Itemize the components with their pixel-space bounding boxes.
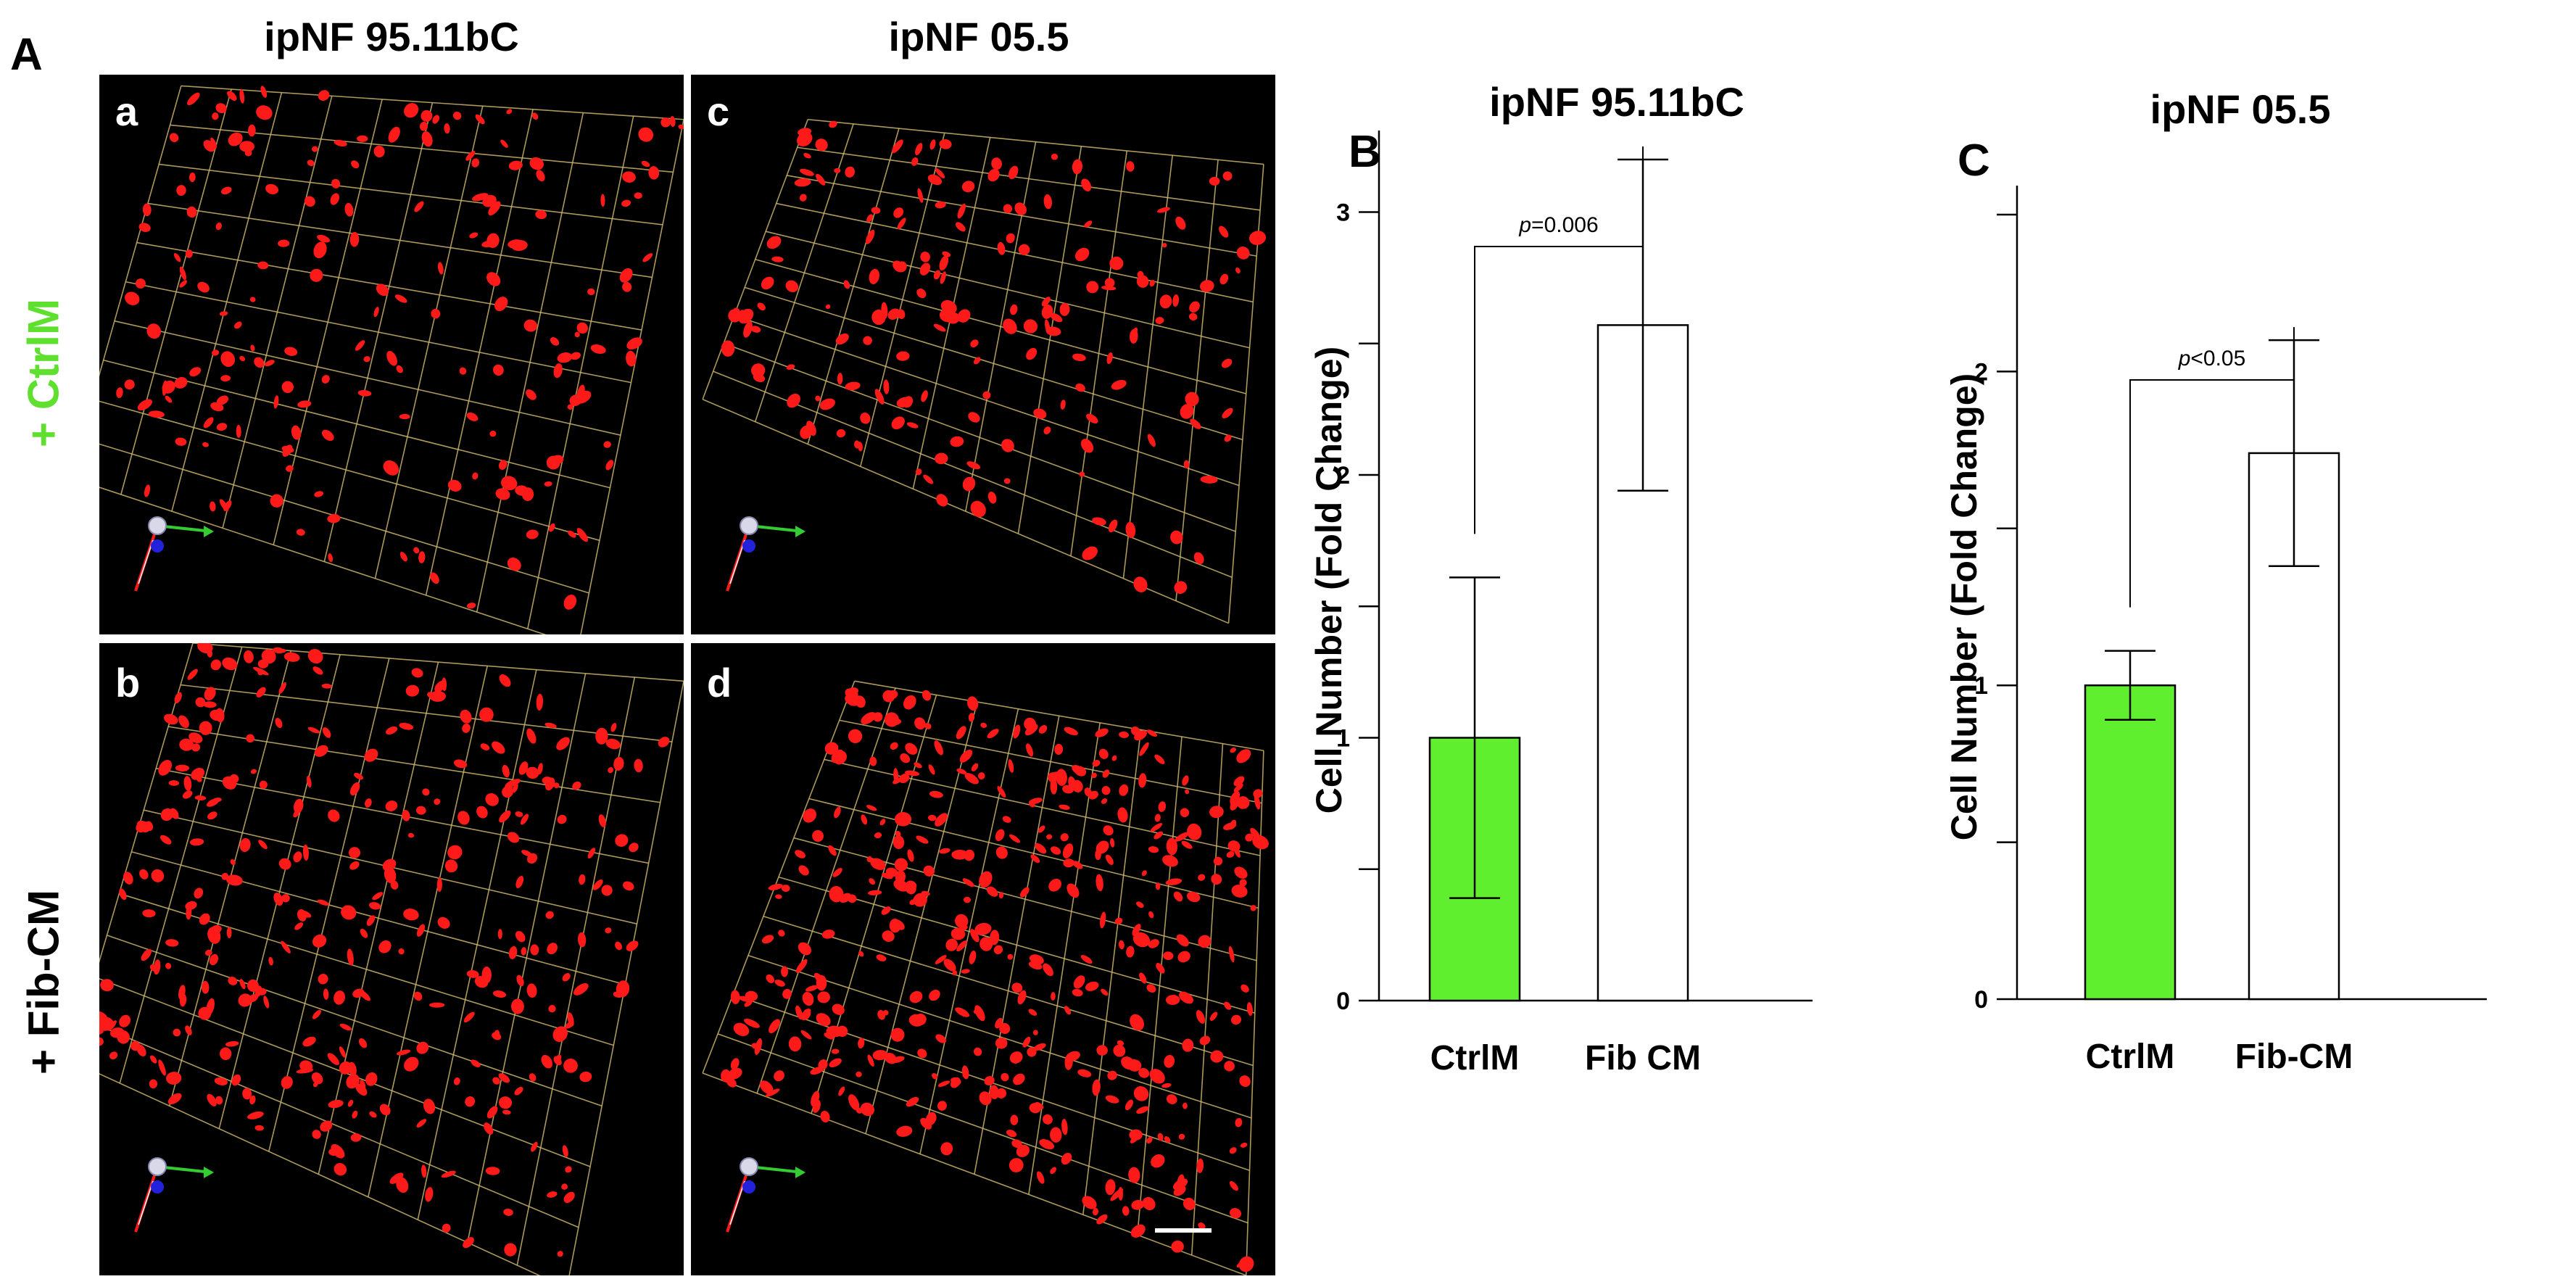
panel-letter-a: A: [10, 30, 43, 80]
chart-b-category-label-1: Fib CM: [1585, 1039, 1701, 1077]
row-label-fibcm: + Fib-CM: [19, 890, 68, 1075]
chart-c-category-label-0: CtrlM: [2086, 1038, 2175, 1076]
confocal-render-a: [99, 85, 684, 634]
chart-b-significance-label: p=0.006: [1518, 213, 1598, 237]
chart-b-tick-label: 0: [1336, 988, 1350, 1015]
sub-letter-b: b: [115, 660, 141, 705]
chart-c-tick-label: 0: [1974, 986, 1988, 1014]
chart-c-errorbar-0: [2105, 650, 2155, 721]
chart-b-title: ipNF 95.11bC: [1489, 79, 1744, 125]
confocal-render-b: [99, 643, 684, 1275]
sub-letter-d: d: [707, 660, 732, 705]
image-panel-c: c: [691, 75, 1275, 634]
panel-d-axis-triad-icon: [726, 1157, 805, 1233]
sub-letter-a: a: [115, 88, 138, 134]
chart-b-panel-letter: B: [1349, 127, 1381, 177]
image-panel-b: b: [99, 643, 684, 1275]
panel-d-cells: [721, 687, 1269, 1272]
panel-c-cells: [721, 120, 1267, 595]
chart-b-tick-label: 1: [1336, 725, 1350, 753]
chart-b-tick-label: 3: [1336, 199, 1350, 227]
panel-b-axis-triad-icon: [134, 1157, 214, 1233]
image-panel-a: a: [99, 75, 684, 634]
chart-c-tick-label: 1: [1974, 672, 1988, 700]
chart-c-tick-label: 2: [1974, 358, 1988, 386]
sub-letter-c: c: [707, 88, 730, 134]
chart-c-bar-0: [2084, 684, 2177, 1001]
chart-b-errorbar-0: [1449, 576, 1500, 899]
chart-c-significance-bracket: [2129, 327, 2295, 608]
chart-c-panel-letter: C: [1958, 136, 1990, 186]
panel-b-cells: [99, 643, 670, 1257]
chart-c-category-label-1: Fib-CM: [2235, 1038, 2353, 1076]
column-title-2: ipNF 05.5: [888, 14, 1069, 59]
image-panel-d: d: [691, 643, 1275, 1275]
chart-b-tick-label: 2: [1336, 462, 1350, 489]
row-label-ctrlm: + CtrlM: [19, 298, 68, 448]
confocal-render-d: [702, 680, 1269, 1275]
confocal-render-c: [702, 118, 1267, 624]
panel-c-grid: [702, 118, 1264, 624]
panel-c-axis-triad-icon: [726, 516, 805, 592]
panel-a-cells: [116, 86, 684, 610]
chart-b-category-label-0: CtrlM: [1430, 1039, 1520, 1077]
chart-b-ylabel: Cell Number (Fold Change): [1312, 347, 1349, 814]
panel-d-grid: [702, 680, 1264, 1275]
chart-c-ylabel: Cell Number (Fold Change): [1950, 373, 1984, 840]
panel-a-grid: [99, 85, 684, 634]
chart-b-significance-bracket: [1474, 146, 1644, 534]
panel-a-axis-triad-icon: [134, 516, 214, 592]
chart-c-title: ipNF 05.5: [2150, 86, 2331, 132]
chart-c-significance-label: p<0.05: [2178, 347, 2246, 371]
column-title-1: ipNF 95.11bC: [264, 14, 519, 59]
